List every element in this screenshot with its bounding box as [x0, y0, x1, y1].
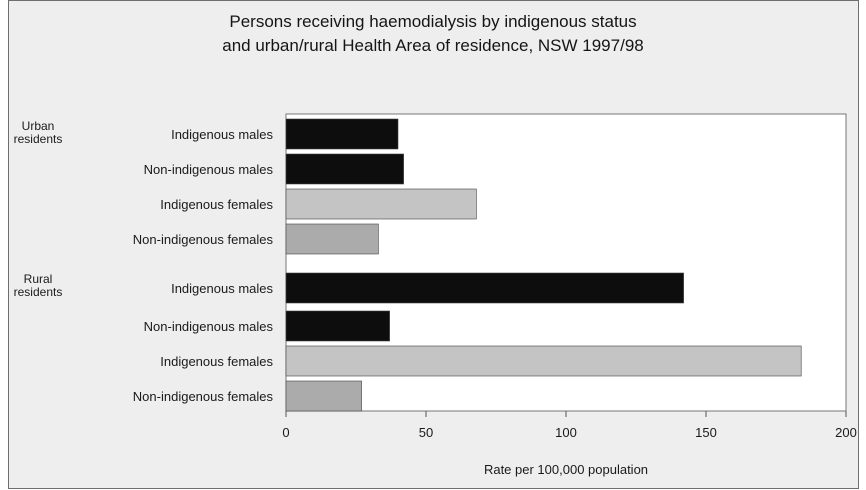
category-label: Non-indigenous males	[144, 162, 274, 177]
bar	[285, 153, 404, 185]
group-label: Urban residents	[14, 119, 63, 146]
category-label: Indigenous males	[171, 127, 273, 142]
bar	[285, 272, 684, 304]
group-label: Rural residents	[14, 272, 63, 299]
bar	[285, 118, 399, 150]
category-labels-layer: Urban residents Indigenous males Non-indige…	[14, 119, 274, 404]
x-tick-label: 200	[835, 425, 857, 440]
x-tick-label: 100	[555, 425, 577, 440]
x-tick-label: 50	[419, 425, 433, 440]
x-tick-label: 150	[695, 425, 717, 440]
category-label: Non-indigenous females	[133, 232, 274, 247]
category-label: Indigenous males	[171, 281, 273, 296]
x-tick-label: 0	[282, 425, 289, 440]
bar	[285, 380, 362, 412]
bar	[285, 223, 379, 255]
category-label: Indigenous females	[160, 197, 273, 212]
chart-title-line-2: and urban/rural Health Area of residence…	[222, 36, 644, 55]
category-label: Indigenous females	[160, 354, 273, 369]
x-axis-label: Rate per 100,000 population	[484, 462, 648, 477]
category-label: Non-indigenous females	[133, 389, 274, 404]
chart-title-line-1: Persons receiving haemodialysis by indig…	[229, 12, 637, 31]
bar	[285, 345, 802, 377]
bars-layer	[285, 118, 802, 412]
x-axis: 0 50 100 150 200	[282, 411, 857, 440]
bar	[285, 310, 390, 342]
category-label: Non-indigenous males	[144, 319, 274, 334]
bar	[285, 188, 477, 220]
chart-title: Persons receiving haemodialysis by indig…	[0, 10, 866, 58]
